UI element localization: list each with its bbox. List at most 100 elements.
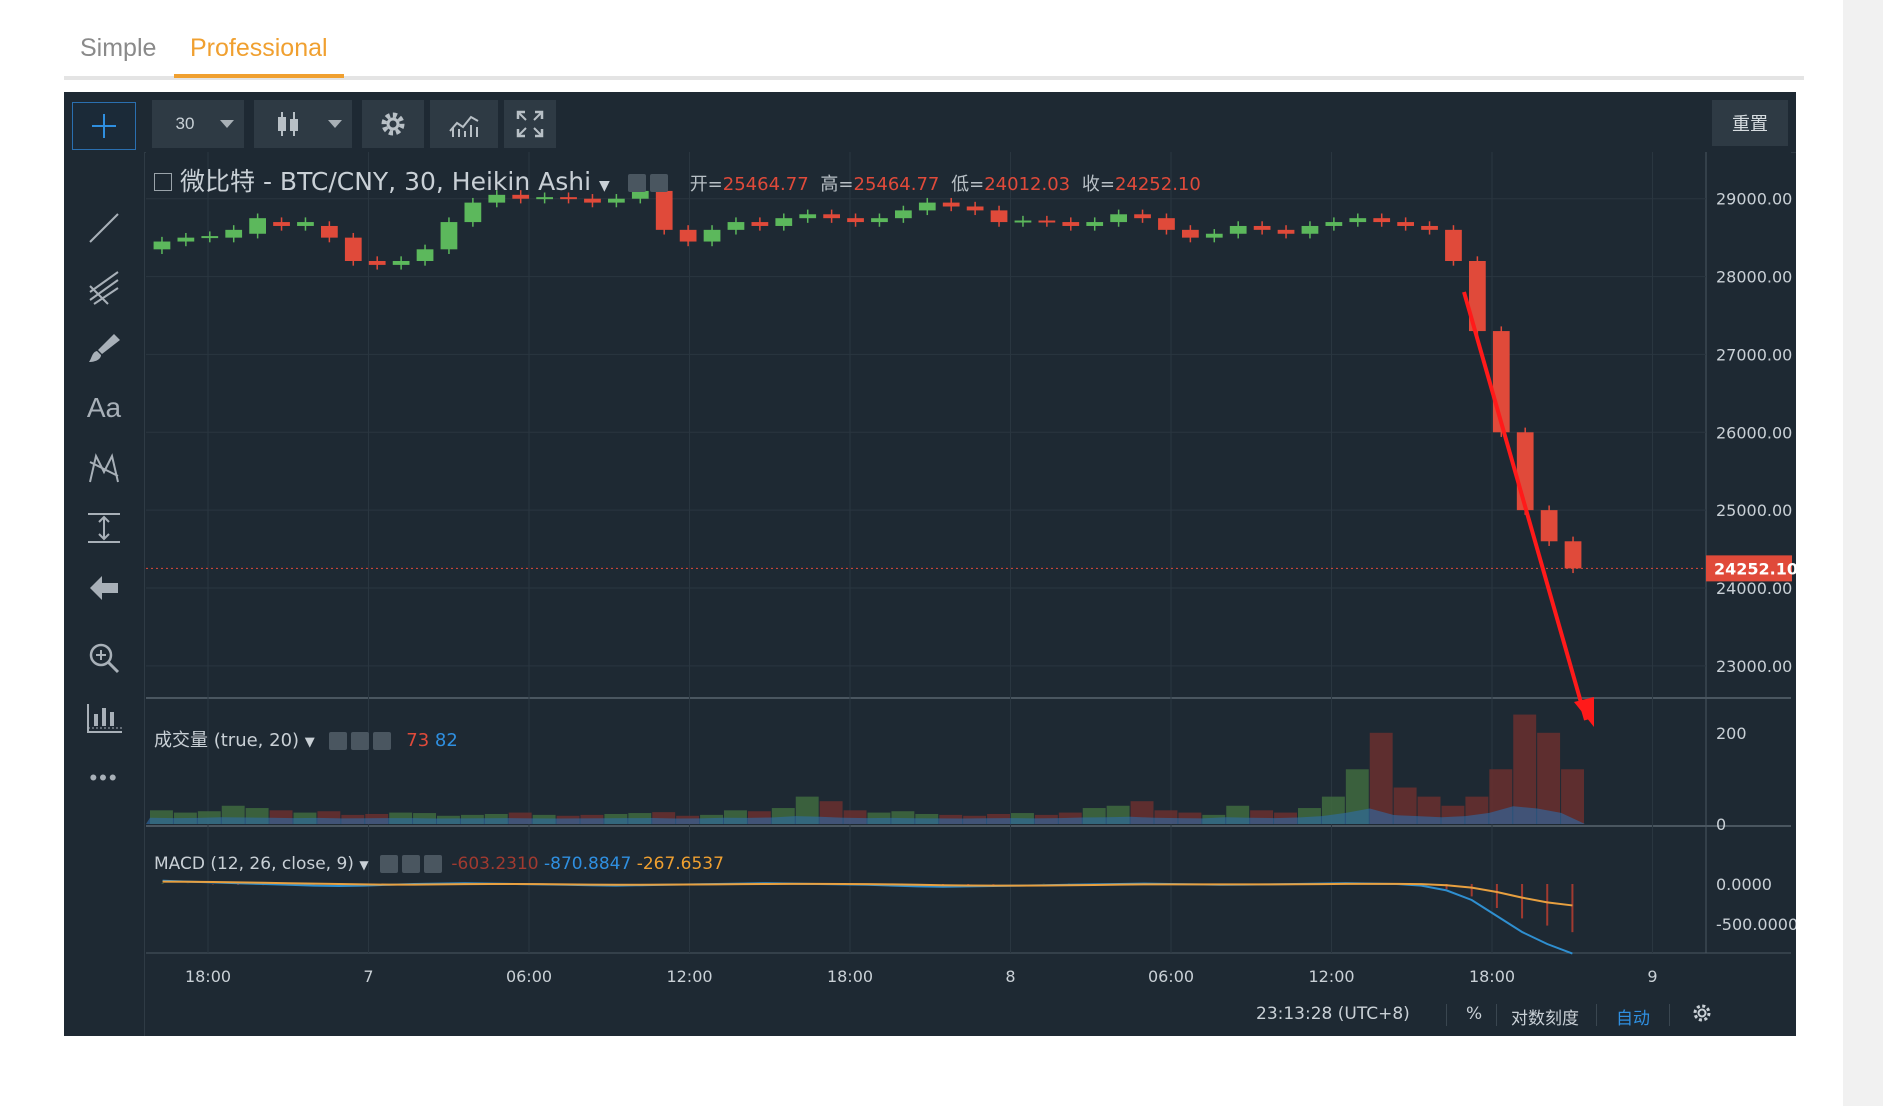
eye-icon[interactable] — [379, 855, 398, 873]
log-scale-toggle[interactable]: 对数刻度 — [1511, 1009, 1579, 1029]
price-tick-label: 27000.00 — [1716, 345, 1792, 364]
candle-body — [584, 198, 601, 203]
annotation-arrow-shaft — [1462, 291, 1588, 721]
candle-body — [1038, 220, 1056, 223]
signal-line — [162, 880, 1573, 907]
volume-tick-label: 0 — [1716, 815, 1726, 834]
candle-body — [536, 197, 553, 200]
chart-settings-button[interactable] — [362, 100, 424, 148]
candle-body — [1277, 229, 1295, 234]
divider — [1669, 1004, 1670, 1026]
time-tick-label: 18:00 — [185, 967, 231, 986]
chart-background — [146, 152, 1791, 994]
measure-icon[interactable] — [74, 506, 134, 550]
chevron-down-icon — [328, 120, 342, 128]
zoom-in-icon[interactable] — [74, 636, 134, 680]
time-tick-label: 7 — [363, 967, 373, 986]
candle-body — [942, 202, 960, 207]
candle-body — [1182, 229, 1199, 238]
candle-body — [751, 222, 769, 226]
gear-icon[interactable] — [1691, 1002, 1713, 1029]
collapse-icon[interactable] — [154, 173, 172, 191]
candle-body — [1158, 218, 1175, 230]
price-tick-label: 29000.00 — [1716, 190, 1792, 209]
price-chart[interactable]: 29000.00 28000.00 27000.00 26000.00 25000.00… — [146, 152, 1796, 994]
text-tool-icon[interactable]: Aa — [86, 392, 122, 423]
candle-body — [177, 237, 195, 242]
macd-tick-label: -500.0000 — [1716, 915, 1796, 934]
pattern-icon[interactable] — [74, 446, 134, 490]
chevron-down-icon[interactable]: ▼ — [359, 858, 369, 872]
percent-toggle[interactable]: % — [1466, 1004, 1483, 1024]
candle-body — [1301, 225, 1319, 234]
candle-body — [895, 210, 912, 219]
symbol-title[interactable]: 微比特 - BTC/CNY, 30, Heikin Ashi — [180, 167, 592, 196]
macd-title[interactable]: MACD (12, 26, close, 9) — [154, 854, 354, 874]
gear-icon[interactable] — [401, 855, 420, 873]
candle-body — [1229, 225, 1247, 234]
arrow-left-icon[interactable] — [74, 566, 134, 610]
candle-body — [1445, 229, 1462, 261]
candle-body — [727, 222, 745, 230]
volume-bar — [1369, 732, 1393, 824]
interval-select[interactable]: 30 — [152, 100, 244, 148]
divider — [1496, 1004, 1497, 1026]
eye-icon[interactable] — [627, 174, 646, 192]
page-scrollbar[interactable] — [1843, 0, 1883, 1106]
chevron-down-icon — [220, 120, 234, 128]
candle-body — [1086, 222, 1104, 226]
long-position-icon[interactable] — [74, 696, 134, 740]
candle-body — [703, 229, 721, 242]
tab-professional[interactable]: Professional — [174, 28, 344, 78]
volume-bar — [1561, 769, 1584, 824]
time-tick-label: 18:00 — [1469, 967, 1515, 986]
volume-bar — [1537, 732, 1561, 824]
chevron-down-icon[interactable]: ▼ — [304, 735, 315, 750]
gear-icon[interactable] — [649, 174, 668, 192]
open-value: 25464.77 — [722, 174, 809, 195]
macd-value-1: -603.2310 — [451, 854, 539, 874]
candle-body — [560, 197, 577, 200]
pitchfork-icon[interactable] — [74, 266, 134, 310]
volume-bar — [1513, 714, 1537, 824]
clock-readout[interactable]: 23:13:28 (UTC+8) — [1256, 1004, 1410, 1024]
macd-value-3: -267.6537 — [636, 854, 724, 874]
candle-body — [1469, 261, 1486, 332]
divider — [1596, 1004, 1597, 1026]
trendline-icon[interactable] — [74, 206, 134, 250]
volume-title[interactable]: 成交量 (true, 20) — [154, 730, 300, 751]
candle-body — [1134, 214, 1151, 219]
candle-body — [344, 237, 362, 261]
indicators-button[interactable] — [430, 100, 498, 148]
reset-button[interactable]: 重置 — [1712, 100, 1788, 146]
volume-legend: 成交量 (true, 20) ▼ 73 82 — [154, 726, 458, 752]
main-legend: 微比特 - BTC/CNY, 30, Heikin Ashi ▼ 开=25464… — [154, 162, 1207, 198]
brush-icon[interactable] — [74, 326, 134, 370]
gear-icon — [381, 112, 405, 136]
close-icon[interactable] — [423, 855, 442, 873]
chevron-down-icon[interactable]: ▼ — [599, 178, 610, 194]
close-label: 收= — [1081, 174, 1115, 195]
close-icon[interactable] — [372, 732, 391, 750]
candlestick-icon — [278, 112, 298, 136]
more-icon[interactable]: ••• — [89, 765, 119, 790]
candle-body — [153, 241, 171, 250]
chart-widget: 30 重置 Aa — [64, 92, 1796, 1036]
low-label: 低= — [951, 174, 985, 195]
time-tick-label: 06:00 — [1148, 967, 1194, 986]
price-tick-label: 23000.00 — [1716, 657, 1792, 676]
chart-style-select[interactable] — [254, 100, 352, 148]
candle-body — [799, 214, 817, 219]
fullscreen-icon — [516, 110, 544, 138]
candle-body — [871, 218, 888, 223]
fullscreen-button[interactable] — [504, 100, 556, 148]
gear-icon[interactable] — [350, 732, 369, 750]
auto-scale-toggle[interactable]: 自动 — [1616, 1009, 1650, 1029]
time-tick-label: 9 — [1647, 967, 1657, 986]
crosshair-icon[interactable] — [72, 102, 136, 150]
candle-body — [512, 194, 530, 199]
tab-simple[interactable]: Simple — [80, 34, 157, 62]
candle-body — [1373, 218, 1391, 223]
high-label: 高= — [820, 174, 854, 195]
eye-icon[interactable] — [328, 732, 347, 750]
